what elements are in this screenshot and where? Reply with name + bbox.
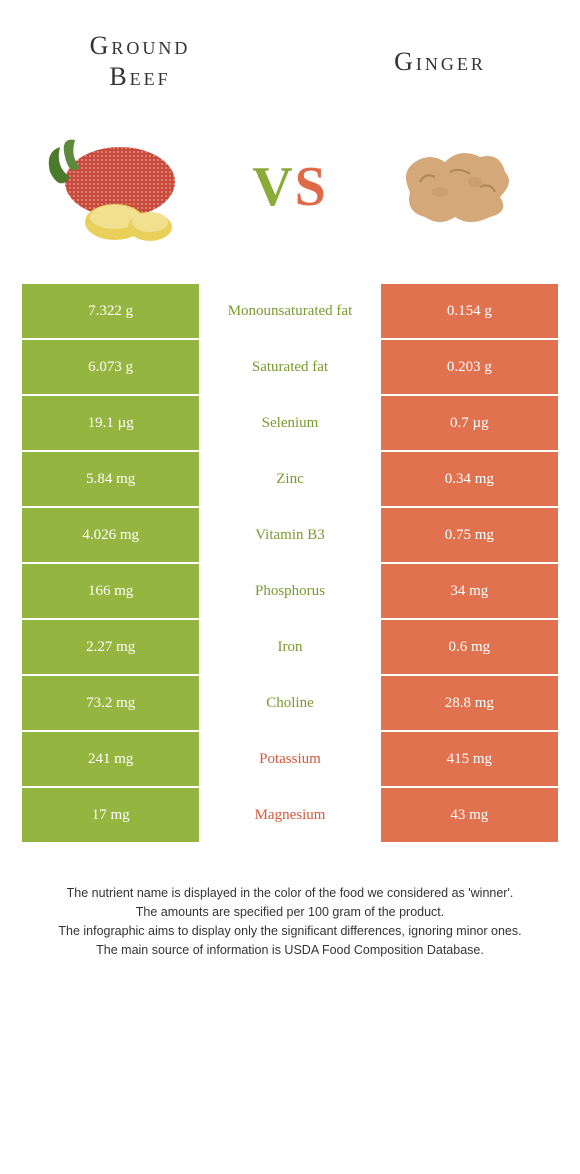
table-row: 17 mgMagnesium43 mg xyxy=(21,787,559,843)
footer-line3: The infographic aims to display only the… xyxy=(30,922,550,941)
footer-notes: The nutrient name is displayed in the co… xyxy=(0,884,580,959)
right-value: 0.75 mg xyxy=(380,507,559,563)
nutrient-label: Selenium xyxy=(200,395,379,451)
left-value: 19.1 µg xyxy=(21,395,200,451)
right-value: 0.203 g xyxy=(380,339,559,395)
left-value: 2.27 mg xyxy=(21,619,200,675)
vs-badge: VS xyxy=(252,155,328,219)
left-food-title: Ground Beef xyxy=(50,30,230,92)
nutrient-label: Choline xyxy=(200,675,379,731)
table-row: 5.84 mgZinc0.34 mg xyxy=(21,451,559,507)
right-value: 0.6 mg xyxy=(380,619,559,675)
left-value: 5.84 mg xyxy=(21,451,200,507)
nutrient-label: Saturated fat xyxy=(200,339,379,395)
left-value: 166 mg xyxy=(21,563,200,619)
title-line2: Beef xyxy=(109,62,170,91)
right-value: 415 mg xyxy=(380,731,559,787)
table-row: 166 mgPhosphorus34 mg xyxy=(21,563,559,619)
left-value: 7.322 g xyxy=(21,283,200,339)
header: Ground Beef Ginger xyxy=(0,0,580,112)
ground-beef-image xyxy=(40,122,210,252)
right-value: 0.7 µg xyxy=(380,395,559,451)
table-row: 2.27 mgIron0.6 mg xyxy=(21,619,559,675)
table-row: 19.1 µgSelenium0.7 µg xyxy=(21,395,559,451)
left-value: 6.073 g xyxy=(21,339,200,395)
table-row: 6.073 gSaturated fat0.203 g xyxy=(21,339,559,395)
right-value: 0.34 mg xyxy=(380,451,559,507)
table-row: 7.322 gMonounsaturated fat0.154 g xyxy=(21,283,559,339)
table-row: 73.2 mgCholine28.8 mg xyxy=(21,675,559,731)
left-value: 241 mg xyxy=(21,731,200,787)
right-food-title: Ginger xyxy=(350,46,530,77)
images-row: VS xyxy=(0,112,580,282)
footer-line2: The amounts are specified per 100 gram o… xyxy=(30,903,550,922)
right-value: 28.8 mg xyxy=(380,675,559,731)
left-value: 73.2 mg xyxy=(21,675,200,731)
table-row: 4.026 mgVitamin B30.75 mg xyxy=(21,507,559,563)
right-value: 43 mg xyxy=(380,787,559,843)
vs-s-letter: S xyxy=(295,156,328,218)
nutrient-label: Potassium xyxy=(200,731,379,787)
footer-line1: The nutrient name is displayed in the co… xyxy=(30,884,550,903)
right-value: 34 mg xyxy=(380,563,559,619)
footer-line4: The main source of information is USDA F… xyxy=(30,941,550,960)
left-value: 17 mg xyxy=(21,787,200,843)
vs-v-letter: V xyxy=(252,156,294,218)
right-value: 0.154 g xyxy=(380,283,559,339)
title-line1: Ground xyxy=(90,31,191,60)
nutrient-label: Iron xyxy=(200,619,379,675)
nutrient-label: Magnesium xyxy=(200,787,379,843)
nutrient-label: Monounsaturated fat xyxy=(200,283,379,339)
ginger-image xyxy=(370,122,540,252)
nutrient-label: Phosphorus xyxy=(200,563,379,619)
nutrient-label: Vitamin B3 xyxy=(200,507,379,563)
comparison-table: 7.322 gMonounsaturated fat0.154 g6.073 g… xyxy=(20,282,560,844)
left-value: 4.026 mg xyxy=(21,507,200,563)
table-row: 241 mgPotassium415 mg xyxy=(21,731,559,787)
nutrient-label: Zinc xyxy=(200,451,379,507)
